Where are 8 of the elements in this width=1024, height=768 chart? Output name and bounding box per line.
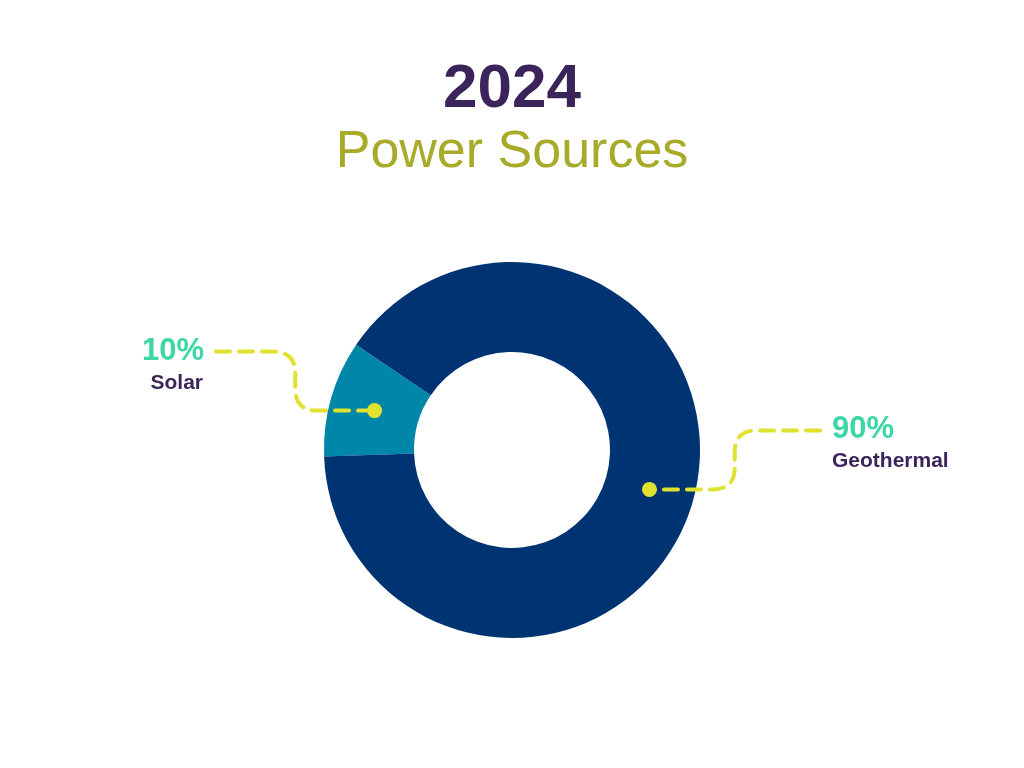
slice-label: Solar	[150, 369, 203, 393]
data-label: 90%	[832, 410, 895, 446]
donut-slice	[324, 344, 431, 457]
chart-subtitle: Power Sources	[335, 120, 689, 178]
chart-title: 2024	[443, 51, 582, 120]
donut-slice	[324, 262, 700, 638]
slice-label: Geothermal	[832, 448, 949, 472]
data-label: 10%	[141, 331, 204, 367]
